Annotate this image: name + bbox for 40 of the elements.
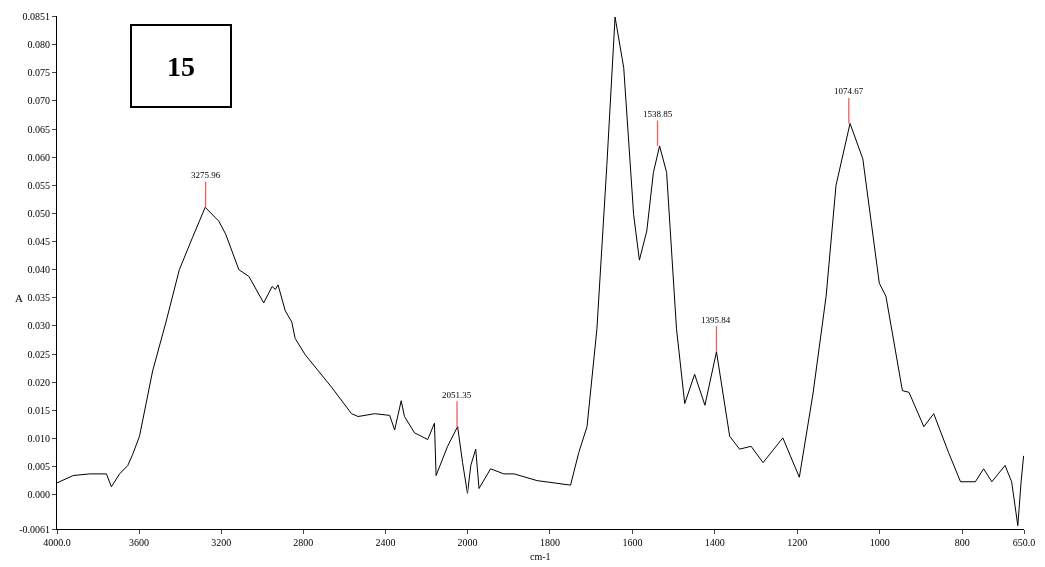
x-tick-label: 800 (954, 537, 970, 548)
y-tick-label: 0.075 (27, 67, 50, 79)
y-tick-label: 0.065 (27, 123, 50, 135)
annotation: 1538.85 (643, 109, 673, 119)
x-tick-label: 4000.0 (43, 537, 71, 548)
y-tick-label: 0.055 (27, 179, 50, 191)
annotation: 3275.96 (191, 170, 221, 180)
y-tick-label: 0.035 (27, 292, 50, 304)
y-tick-label: 0.025 (27, 348, 50, 360)
x-tick-label: 2800 (293, 537, 314, 548)
y-tick-label: 0.005 (27, 461, 50, 473)
y-tick-label: -0.0061 (19, 523, 50, 535)
x-tick-label: 3600 (129, 537, 150, 548)
y-tick-label: 0.050 (27, 207, 50, 219)
y-tick-label: 0.080 (27, 39, 50, 51)
x-tick-label: 1000 (869, 537, 890, 548)
annotation: 15 (167, 50, 195, 82)
y-tick-label: 0.040 (27, 264, 50, 276)
y-tick-label: 0.060 (27, 151, 50, 163)
y-tick-label: 0.045 (27, 236, 50, 248)
x-tick-label: 1200 (787, 537, 808, 548)
y-tick-label: 0.0851 (22, 10, 50, 22)
x-axis-title: cm-1 (530, 551, 551, 562)
x-tick-label: 2000 (457, 537, 478, 548)
x-tick-label: 650.0 (1012, 537, 1036, 548)
x-tick-label: 1800 (539, 537, 560, 548)
y-tick-label: 0.070 (27, 95, 50, 107)
annotation: 1074.67 (834, 86, 864, 96)
y-tick-label: 0.000 (27, 489, 50, 501)
y-tick-label: 0.010 (27, 432, 50, 444)
y-tick-label: 0.020 (27, 376, 50, 388)
x-tick-label: 3200 (211, 537, 232, 548)
y-tick-label: 0.015 (27, 404, 50, 416)
annotation: 1395.84 (701, 315, 731, 325)
x-tick-label: 2400 (375, 537, 396, 548)
annotation: 2051.35 (442, 390, 472, 400)
x-tick-label: 1600 (622, 537, 643, 548)
y-tick-label: 0.030 (27, 320, 50, 332)
y-axis-title: A (15, 292, 23, 304)
x-tick-label: 1400 (704, 537, 725, 548)
